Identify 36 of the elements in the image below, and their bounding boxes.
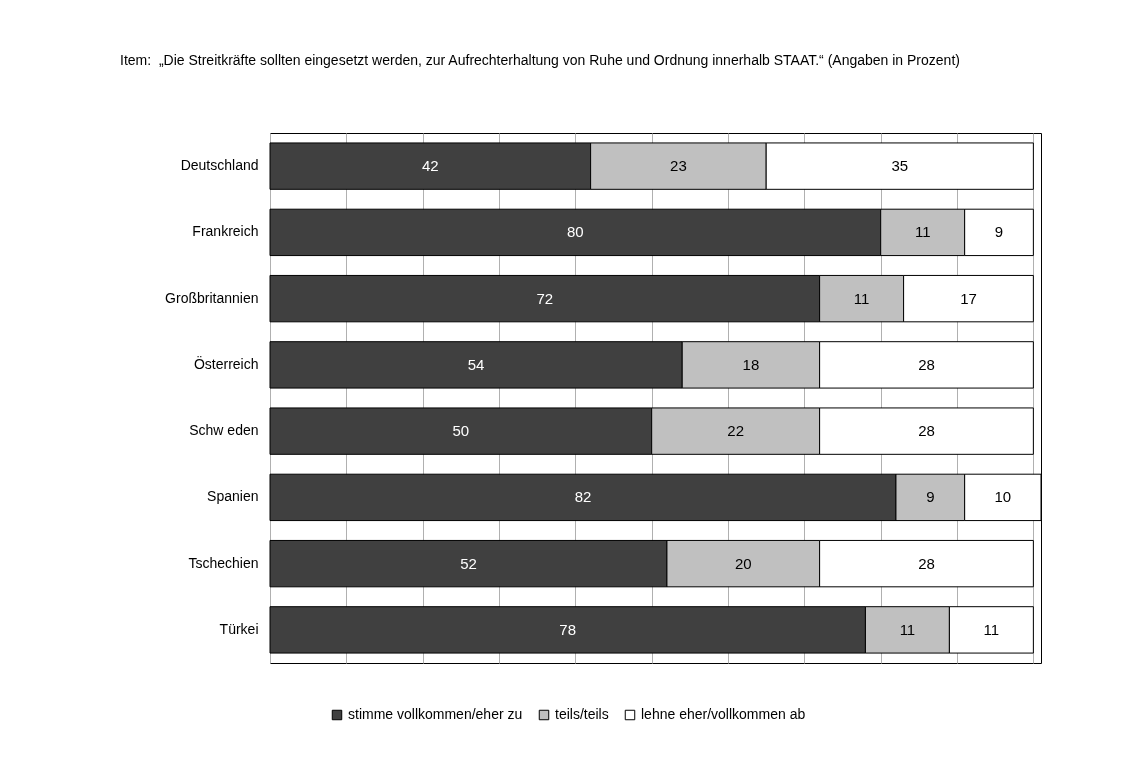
y-tick-label: Österreich [193,354,259,372]
legend-label: teils/teils [555,706,609,722]
data-label: 50 [452,422,470,440]
data-label: 54 [467,355,485,373]
y-tick-label: Tschechien [188,554,259,571]
data-label: 28 [918,355,935,373]
chart-title: Item: „Die Streitkräfte sollten eingesetzt werden, zur Aufrechterhaltung von Ruhe und Ordnung innerhalb STAAT.“ (Angaben in Prozent) [120,52,961,69]
data-label: 10 [994,488,1012,506]
data-label: 18 [742,355,760,373]
data-label: 78 [559,620,577,638]
data-label: 17 [960,289,977,307]
data-label: 22 [727,422,744,440]
y-tick-label: Schw eden [189,422,259,439]
data-label: 9 [926,488,935,506]
legend-label: stimme vollkommen/eher zu [348,706,523,722]
y-tick-label: Türkei [219,620,259,637]
data-label: 11 [899,620,916,638]
data-label: 9 [994,223,1004,241]
data-label: 11 [983,620,1000,638]
data-label: 80 [567,223,584,241]
data-label: 11 [914,223,931,241]
data-label: 28 [918,554,935,572]
data-label: 23 [670,157,687,175]
data-label: 35 [891,157,909,175]
y-tick-label: Großbritannien [165,289,259,306]
legend-label: lehne eher/vollkommen ab [641,706,806,722]
data-label: 82 [574,488,592,506]
data-label: 20 [734,554,752,572]
data-label: 28 [918,422,935,440]
data-label: 11 [853,289,870,307]
data-label: 42 [421,157,439,175]
y-tick-label: Frankreich [192,223,259,240]
data-label: 72 [536,289,554,307]
y-tick-label: Deutschland [180,157,259,174]
y-tick-label: Spanien [207,488,259,505]
data-label: 52 [460,554,477,572]
